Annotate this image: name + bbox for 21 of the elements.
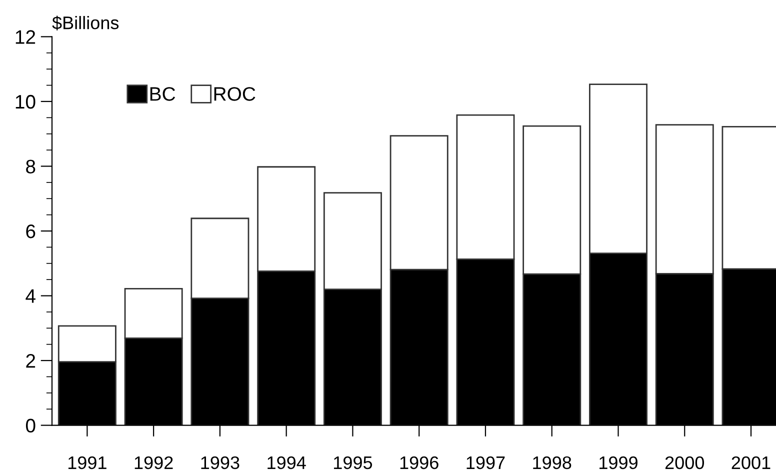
x-tick-label: 1995 <box>334 456 372 470</box>
x-tick-label: 1996 <box>400 456 438 470</box>
y-tick-label: 12 <box>16 30 36 44</box>
legend-label: BC <box>150 87 176 101</box>
x-tick-label: 1993 <box>201 456 240 470</box>
y-tick-label: 6 <box>26 224 36 238</box>
x-tick-label: 1999 <box>600 456 638 470</box>
y-tick-label: 8 <box>26 160 36 174</box>
x-tick-label: 1991 <box>68 456 106 470</box>
legend-label: ROC <box>214 87 256 101</box>
x-tick-label: 1994 <box>268 456 306 470</box>
y-tick-label: 4 <box>26 289 36 303</box>
x-tick-label: 1992 <box>134 456 173 470</box>
y-axis-title: $Billions <box>52 16 119 30</box>
x-tick-label: 1998 <box>533 456 572 470</box>
y-tick-label: 2 <box>26 354 36 368</box>
x-tick-label: 2001 <box>732 456 770 470</box>
y-tick-label: 10 <box>16 94 36 109</box>
x-tick-label: 1997 <box>466 456 505 470</box>
y-tick-label: 0 <box>26 418 36 433</box>
x-tick-label: 2000 <box>665 456 704 470</box>
